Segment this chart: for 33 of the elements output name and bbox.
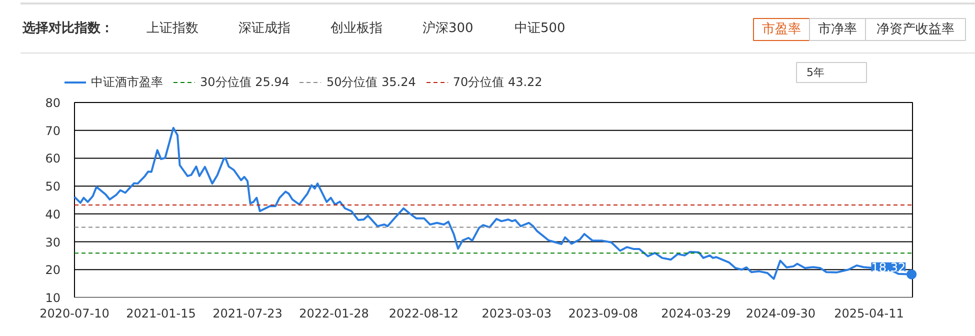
legend-label: 中证酒市盈率	[91, 74, 163, 90]
text: 创业板指	[330, 21, 382, 36]
x-tick-label: 2021-07-23	[212, 306, 282, 320]
y-tick-label: 10	[45, 291, 61, 305]
text: 深证成指	[238, 21, 290, 36]
x-tick-label: 2023-03-03	[482, 306, 552, 320]
legend-label: 50分位值 35.24	[326, 74, 416, 90]
y-tick-label: 60	[45, 152, 61, 166]
x-tick-label: 2021-01-15	[126, 306, 196, 320]
y-tick-label: 20	[45, 263, 61, 278]
text: 上证指数	[146, 21, 198, 36]
text: 市净率	[818, 21, 857, 37]
text: 沪深300	[422, 20, 474, 36]
x-tick-label: 2022-01-28	[299, 306, 369, 320]
y-tick-label: 50	[45, 180, 61, 194]
x-tick-label: 2020-07-10	[40, 306, 110, 320]
x-tick-label: 2022-08-12	[388, 306, 459, 320]
y-tick-label: 80	[45, 96, 61, 110]
text: 净资产收益率	[876, 21, 954, 37]
x-tick-label: 2024-09-30	[746, 306, 816, 320]
y-tick-label: 30	[45, 235, 61, 250]
x-tick-label: 2023-09-08	[568, 306, 638, 320]
legend-label: 70分位值 43.22	[452, 74, 542, 90]
x-tick-label: 2024-03-29	[661, 306, 731, 320]
text: 中证500	[514, 21, 566, 36]
text: 选择对比指数：	[22, 21, 114, 36]
y-tick-label: 40	[45, 207, 61, 222]
y-tick-label: 70	[45, 124, 61, 138]
x-tick-label: 2025-04-11	[834, 306, 904, 320]
annotation: 18.32	[871, 260, 906, 274]
text: 5年	[806, 66, 824, 79]
text: 市盈率	[762, 21, 801, 37]
legend-label: 30分位值 25.94	[200, 74, 290, 90]
